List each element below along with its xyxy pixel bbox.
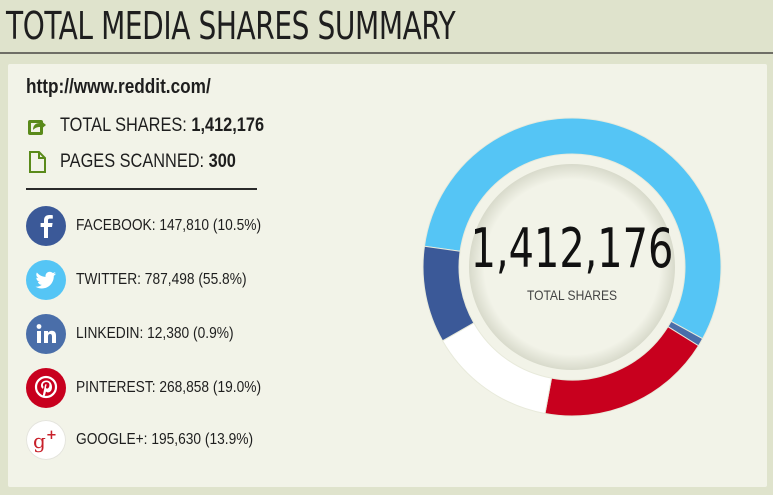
pages-scanned-label: PAGES SCANNED: bbox=[60, 151, 205, 172]
svg-text:+: + bbox=[46, 428, 57, 443]
divider bbox=[26, 188, 257, 190]
network-label: LINKEDIN: 12,380 (0.9%) bbox=[76, 325, 234, 342]
svg-text:g: g bbox=[33, 429, 46, 453]
network-label: GOOGLE+: 195,630 (13.9%) bbox=[76, 431, 254, 448]
donut-hole bbox=[469, 164, 675, 370]
donut-slice-facebook bbox=[422, 245, 475, 342]
donut-slice-twitter bbox=[423, 117, 722, 340]
linkedin-icon bbox=[26, 314, 66, 354]
network-label: TWITTER: 787,498 (55.8%) bbox=[76, 271, 247, 288]
share-icon bbox=[26, 115, 48, 137]
network-label: FACEBOOK: 147,810 (10.5%) bbox=[76, 217, 262, 234]
network-row-twitter: TWITTER: 787,498 (55.8%) bbox=[26, 260, 274, 300]
pages-scanned-row: PAGES SCANNED: 300 bbox=[26, 150, 265, 174]
page-header: TOTAL MEDIA SHARES SUMMARY bbox=[0, 0, 773, 54]
site-url: http://www.reddit.com/ bbox=[26, 76, 211, 98]
pages-scanned-value: 300 bbox=[208, 151, 236, 172]
total-shares-label: TOTAL SHARES: bbox=[60, 115, 187, 136]
total-shares-value: 1,412,176 bbox=[191, 115, 265, 136]
network-label: PINTEREST: 268,858 (19.0%) bbox=[76, 379, 262, 396]
shares-donut-chart bbox=[422, 117, 722, 417]
pinterest-icon bbox=[26, 368, 66, 408]
twitter-icon bbox=[26, 260, 66, 300]
network-row-google-plus: g + GOOGLE+: 195,630 (13.9%) bbox=[26, 420, 282, 460]
network-row-pinterest: PINTEREST: 268,858 (19.0%) bbox=[26, 368, 291, 408]
total-shares-row: TOTAL SHARES: 1,412,176 bbox=[26, 114, 297, 138]
network-row-linkedin: LINKEDIN: 12,380 (0.9%) bbox=[26, 314, 259, 354]
google-plus-icon: g + bbox=[26, 420, 66, 460]
document-icon bbox=[26, 151, 48, 173]
facebook-icon bbox=[26, 206, 66, 246]
page-title: TOTAL MEDIA SHARES SUMMARY bbox=[6, 4, 456, 48]
network-row-facebook: FACEBOOK: 147,810 (10.5%) bbox=[26, 206, 291, 246]
chart-center-label: TOTAL SHARES bbox=[526, 287, 618, 303]
chart-center-value: 1,412,176 bbox=[470, 217, 674, 280]
